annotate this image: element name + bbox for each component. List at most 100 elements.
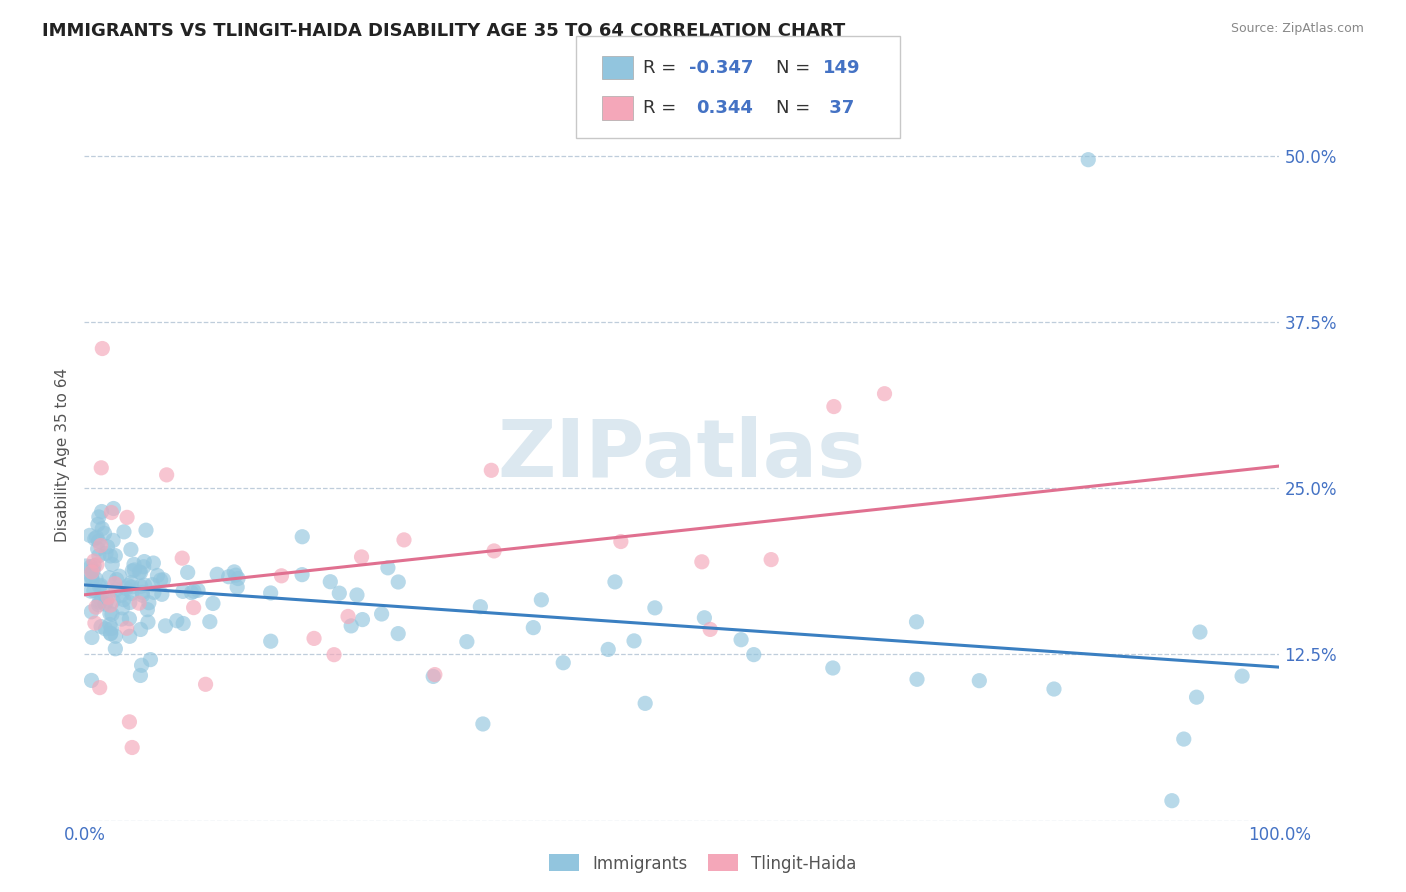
Point bbox=[118, 612, 141, 626]
Point bbox=[80, 605, 103, 619]
Point bbox=[152, 573, 174, 587]
Point bbox=[87, 510, 110, 524]
Point bbox=[392, 533, 415, 547]
Point bbox=[96, 540, 118, 554]
Point bbox=[90, 578, 112, 592]
Point bbox=[112, 524, 135, 539]
Point bbox=[634, 697, 657, 711]
Point bbox=[136, 602, 159, 616]
Point bbox=[456, 634, 478, 648]
Point bbox=[101, 594, 124, 608]
Point bbox=[86, 558, 108, 572]
Point bbox=[97, 591, 120, 605]
Point bbox=[471, 717, 494, 731]
Point bbox=[128, 565, 150, 579]
Point bbox=[387, 574, 409, 589]
Text: IMMIGRANTS VS TLINGIT-HAIDA DISABILITY AGE 35 TO 64 CORRELATION CHART: IMMIGRANTS VS TLINGIT-HAIDA DISABILITY A… bbox=[42, 22, 845, 40]
Point bbox=[644, 600, 666, 615]
Point bbox=[120, 542, 142, 557]
Point bbox=[90, 460, 112, 475]
Point bbox=[94, 597, 117, 611]
Point bbox=[156, 467, 179, 482]
Point bbox=[76, 570, 98, 584]
Point bbox=[80, 673, 103, 688]
Point bbox=[98, 607, 121, 621]
Point bbox=[129, 623, 152, 637]
Point bbox=[86, 530, 108, 544]
Point bbox=[423, 667, 446, 681]
Point bbox=[104, 549, 127, 563]
Point bbox=[82, 563, 104, 577]
Point bbox=[470, 599, 492, 614]
Point bbox=[905, 615, 928, 629]
Point bbox=[150, 587, 173, 601]
Point bbox=[270, 569, 292, 583]
Y-axis label: Disability Age 35 to 64: Disability Age 35 to 64 bbox=[55, 368, 70, 542]
Point bbox=[87, 534, 110, 549]
Point bbox=[89, 681, 111, 695]
Point bbox=[110, 612, 132, 626]
Point bbox=[136, 615, 159, 629]
Point bbox=[103, 501, 125, 516]
Point bbox=[370, 607, 392, 621]
Point bbox=[226, 580, 249, 594]
Point bbox=[183, 584, 205, 599]
Text: 0.344: 0.344 bbox=[696, 99, 752, 117]
Point bbox=[699, 623, 721, 637]
Point bbox=[172, 584, 194, 599]
Point bbox=[121, 564, 143, 578]
Point bbox=[742, 648, 765, 662]
Point bbox=[553, 656, 575, 670]
Point bbox=[194, 677, 217, 691]
Point bbox=[101, 607, 124, 622]
Point bbox=[121, 586, 143, 600]
Text: 149: 149 bbox=[823, 59, 860, 77]
Point bbox=[80, 565, 103, 579]
Point bbox=[142, 585, 165, 599]
Point bbox=[86, 541, 108, 556]
Point bbox=[100, 549, 122, 563]
Point bbox=[117, 579, 139, 593]
Point bbox=[149, 573, 172, 587]
Point bbox=[87, 549, 110, 563]
Point bbox=[1043, 681, 1066, 696]
Point bbox=[124, 563, 146, 577]
Point bbox=[134, 578, 156, 592]
Point bbox=[131, 658, 153, 673]
Point bbox=[118, 595, 141, 609]
Point bbox=[218, 570, 240, 584]
Point bbox=[115, 621, 138, 635]
Point bbox=[187, 583, 209, 598]
Point bbox=[346, 588, 368, 602]
Point bbox=[1185, 690, 1208, 705]
Point bbox=[131, 588, 153, 602]
Point bbox=[91, 584, 114, 599]
Point bbox=[131, 585, 153, 599]
Point bbox=[1161, 794, 1184, 808]
Point bbox=[110, 588, 132, 602]
Point bbox=[1173, 732, 1195, 747]
Point bbox=[104, 576, 127, 591]
Point bbox=[100, 627, 122, 641]
Point bbox=[730, 632, 752, 647]
Point bbox=[479, 463, 502, 477]
Point bbox=[302, 632, 325, 646]
Point bbox=[224, 565, 246, 579]
Point bbox=[166, 614, 188, 628]
Point bbox=[201, 597, 224, 611]
Point bbox=[80, 631, 103, 645]
Point bbox=[104, 629, 127, 643]
Text: R =: R = bbox=[643, 59, 682, 77]
Point bbox=[1077, 153, 1099, 167]
Point bbox=[693, 611, 716, 625]
Point bbox=[84, 572, 107, 586]
Point bbox=[291, 567, 314, 582]
Point bbox=[115, 510, 138, 524]
Point bbox=[108, 569, 131, 583]
Point bbox=[80, 584, 103, 599]
Point bbox=[118, 714, 141, 729]
Point bbox=[90, 539, 112, 553]
Point bbox=[91, 342, 114, 356]
Point bbox=[96, 594, 118, 608]
Point bbox=[823, 400, 845, 414]
